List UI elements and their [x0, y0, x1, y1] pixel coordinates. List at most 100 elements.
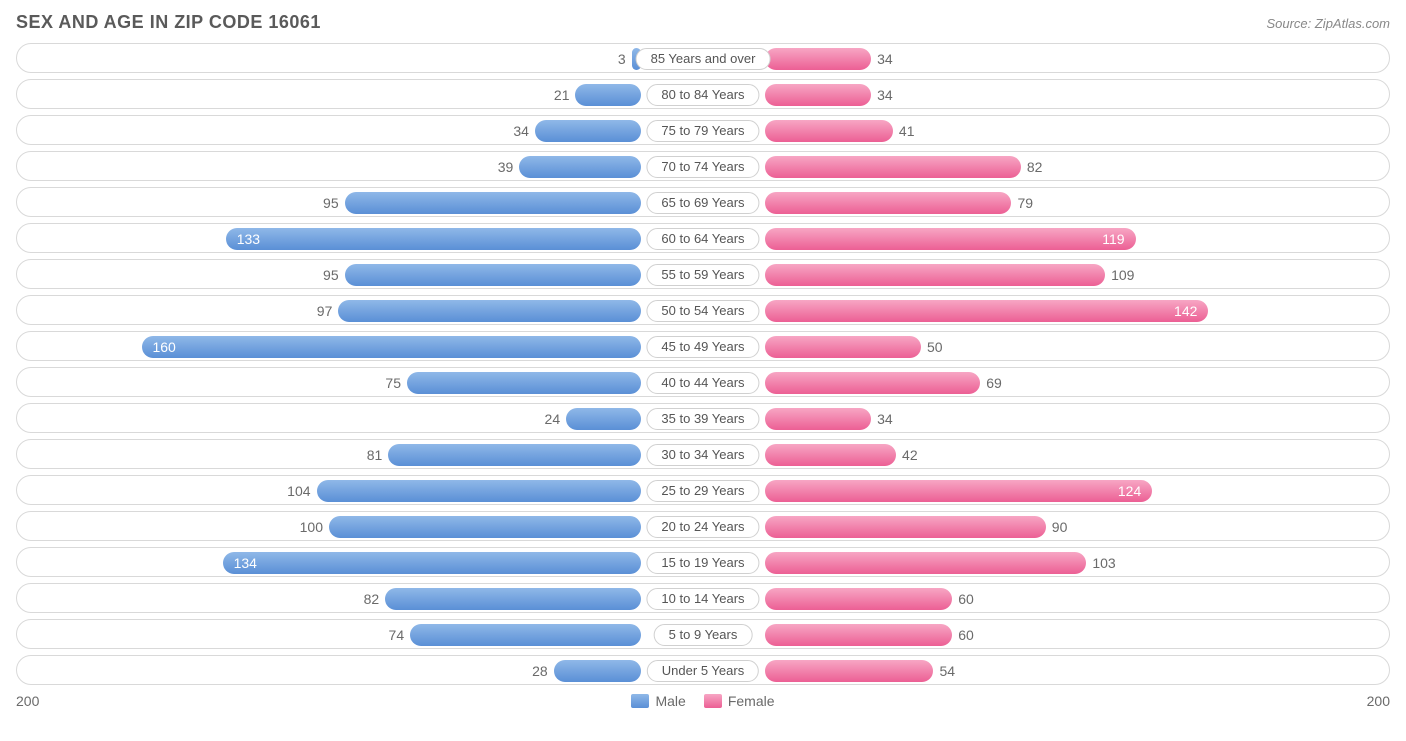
- pyramid-row: 2854Under 5 Years: [16, 655, 1390, 685]
- female-bar: [765, 228, 1136, 250]
- age-label: 40 to 44 Years: [646, 372, 759, 394]
- male-half: 134: [17, 548, 703, 576]
- female-bar: [765, 336, 921, 358]
- female-value: 109: [1111, 260, 1134, 290]
- female-value: 60: [958, 620, 974, 650]
- pyramid-row: 1009020 to 24 Years: [16, 511, 1390, 541]
- male-bar: [575, 84, 641, 106]
- male-bar: [317, 480, 641, 502]
- chart-footer: 200 Male Female 200: [16, 693, 1390, 709]
- female-swatch-icon: [704, 694, 722, 708]
- male-value: 81: [367, 440, 383, 470]
- female-value: 103: [1092, 548, 1115, 578]
- male-half: 39: [17, 152, 703, 180]
- age-label: 5 to 9 Years: [654, 624, 753, 646]
- female-half: 34: [703, 80, 1389, 108]
- male-value: 75: [385, 368, 401, 398]
- age-label: 75 to 79 Years: [646, 120, 759, 142]
- female-half: 103: [703, 548, 1389, 576]
- pyramid-row: 75 6940 to 44 Years: [16, 367, 1390, 397]
- male-half: 82: [17, 584, 703, 612]
- female-bar: [765, 444, 896, 466]
- female-half: 42: [703, 440, 1389, 468]
- male-half: 160: [17, 332, 703, 360]
- male-value: 39: [498, 152, 514, 182]
- male-value: 134: [234, 548, 257, 578]
- male-bar: [223, 552, 641, 574]
- male-value: 97: [317, 296, 333, 326]
- pyramid-row: 74 60 5 to 9 Years: [16, 619, 1390, 649]
- male-half: 3: [17, 44, 703, 72]
- female-half: 69: [703, 368, 1389, 396]
- male-bar: [345, 192, 641, 214]
- male-half: 81: [17, 440, 703, 468]
- legend-female-label: Female: [728, 693, 775, 709]
- age-label: 80 to 84 Years: [646, 84, 759, 106]
- male-half: 95: [17, 260, 703, 288]
- age-label: 45 to 49 Years: [646, 336, 759, 358]
- male-value: 34: [513, 116, 529, 146]
- pyramid-row: 39 82 70 to 74 Years: [16, 151, 1390, 181]
- female-value: 42: [902, 440, 918, 470]
- female-bar: [765, 408, 871, 430]
- male-bar: [388, 444, 641, 466]
- female-half: 41: [703, 116, 1389, 144]
- female-value: 90: [1052, 512, 1068, 542]
- age-label: 35 to 39 Years: [646, 408, 759, 430]
- male-bar: [385, 588, 641, 610]
- age-label: 50 to 54 Years: [646, 300, 759, 322]
- female-value: 34: [877, 404, 893, 434]
- male-half: 28: [17, 656, 703, 684]
- pyramid-row: 133 119 60 to 64 Years: [16, 223, 1390, 253]
- pyramid-row: 33485 Years and over: [16, 43, 1390, 73]
- pyramid-row: 24 34 35 to 39 Years: [16, 403, 1390, 433]
- chart-header: SEX AND AGE IN ZIP CODE 16061 Source: Zi…: [16, 12, 1390, 33]
- female-bar: [765, 516, 1046, 538]
- female-half: 90: [703, 512, 1389, 540]
- female-value: 34: [877, 44, 893, 74]
- age-label: 60 to 64 Years: [646, 228, 759, 250]
- female-half: 54: [703, 656, 1389, 684]
- male-value: 74: [389, 620, 405, 650]
- pyramid-row: 97 142 50 to 54 Years: [16, 295, 1390, 325]
- male-half: 34: [17, 116, 703, 144]
- age-label: 70 to 74 Years: [646, 156, 759, 178]
- female-value: 119: [1102, 224, 1124, 254]
- female-bar: [765, 48, 871, 70]
- female-bar: [765, 660, 933, 682]
- pyramid-row: 13410315 to 19 Years: [16, 547, 1390, 577]
- male-value: 100: [300, 512, 323, 542]
- female-bar: [765, 84, 871, 106]
- population-pyramid: 33485 Years and over213480 to 84 Years34…: [16, 43, 1390, 685]
- pyramid-row: 213480 to 84 Years: [16, 79, 1390, 109]
- male-half: 75: [17, 368, 703, 396]
- male-bar: [410, 624, 641, 646]
- female-bar: [765, 192, 1011, 214]
- female-value: 142: [1174, 296, 1197, 326]
- age-label: 65 to 69 Years: [646, 192, 759, 214]
- age-label: 30 to 34 Years: [646, 444, 759, 466]
- female-value: 50: [927, 332, 943, 362]
- legend-male-label: Male: [655, 693, 685, 709]
- female-bar: [765, 300, 1208, 322]
- male-value: 133: [237, 224, 260, 254]
- female-bar: [765, 156, 1021, 178]
- chart-source: Source: ZipAtlas.com: [1266, 16, 1390, 31]
- male-value: 82: [364, 584, 380, 614]
- male-value: 28: [532, 656, 548, 686]
- age-label: 25 to 29 Years: [646, 480, 759, 502]
- axis-right-max: 200: [1367, 693, 1390, 709]
- female-bar: [765, 120, 893, 142]
- female-half: 124: [703, 476, 1389, 504]
- female-value: 82: [1027, 152, 1043, 182]
- male-bar: [142, 336, 641, 358]
- female-half: 109: [703, 260, 1389, 288]
- male-bar: [519, 156, 641, 178]
- female-value: 41: [899, 116, 915, 146]
- female-bar: [765, 264, 1105, 286]
- legend-male: Male: [631, 693, 685, 709]
- female-half: 60: [703, 584, 1389, 612]
- male-half: 24: [17, 404, 703, 432]
- male-bar: [329, 516, 641, 538]
- female-value: 34: [877, 80, 893, 110]
